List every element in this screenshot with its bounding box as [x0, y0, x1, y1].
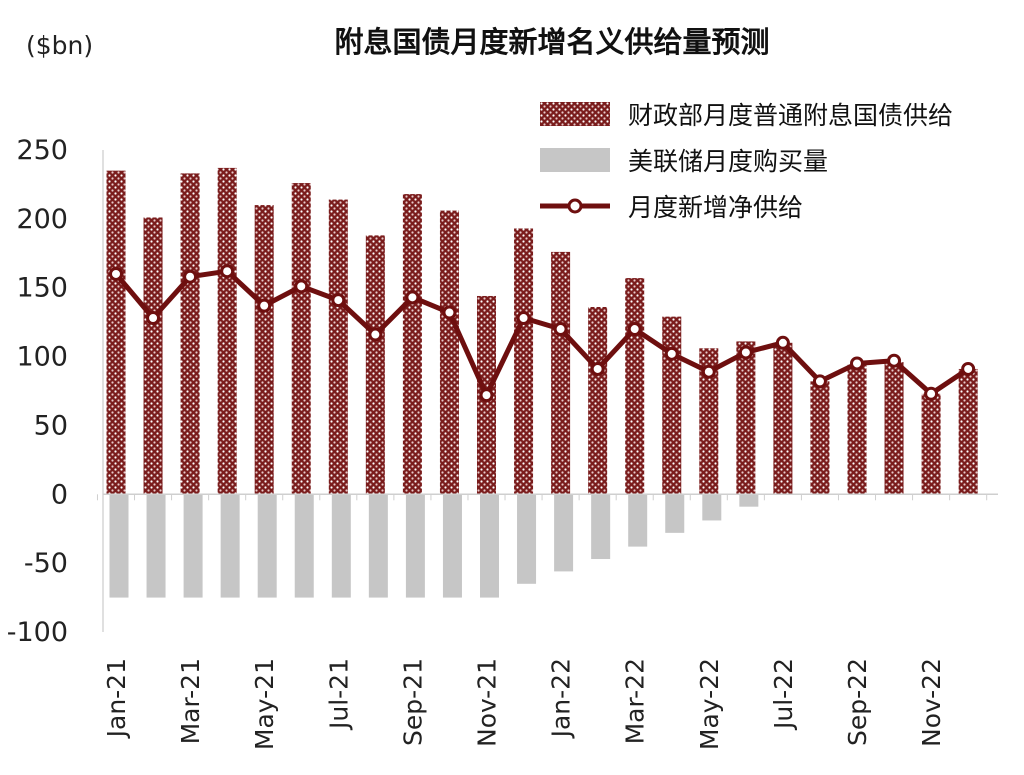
fed-purchase-bar: [480, 494, 499, 598]
net-supply-point: [738, 345, 753, 360]
fed-purchase-bar: [368, 494, 388, 598]
x-tick-label: Jul-22: [769, 658, 798, 731]
legend-swatch-fed: [540, 148, 610, 172]
net-supply-point: [146, 311, 161, 326]
net-supply-point: [331, 293, 346, 308]
x-tick-label: Mar-22: [621, 658, 650, 744]
legend-swatch-treasury: [540, 102, 610, 126]
fed-purchase-bar: [109, 494, 129, 598]
x-tick-label: Sep-21: [398, 658, 427, 746]
legend-swatch-net-marker: [567, 198, 583, 214]
fed-purchase-bar: [628, 494, 648, 547]
x-tick-label: Sep-22: [843, 658, 872, 746]
fed-purchase-bar: [183, 494, 203, 598]
y-tick-label: -100: [7, 617, 68, 648]
net-supply-point: [590, 361, 605, 376]
y-tick-label: 200: [16, 204, 68, 235]
fed-purchase-bar: [554, 494, 574, 572]
net-supply-point: [442, 305, 457, 320]
x-tick-label: Nov-21: [473, 658, 502, 747]
fed-purchase-bar: [146, 494, 166, 598]
fed-purchase-bar: [739, 494, 759, 507]
y-tick-label: 250: [16, 135, 68, 166]
treasury-supply-bar: [291, 183, 311, 495]
treasury-supply-bar: [810, 381, 830, 495]
x-tick-label: May-22: [695, 658, 724, 750]
net-supply-point: [257, 298, 272, 313]
fed-purchase-bar: [331, 494, 351, 598]
net-supply-point: [627, 322, 642, 337]
chart-title: 附息国债月度新增名义供给量预测: [334, 25, 769, 59]
x-tick-label: Mar-21: [176, 658, 205, 744]
treasury-supply-bar: [254, 205, 274, 495]
net-supply-point: [775, 335, 790, 350]
net-supply-point: [479, 388, 494, 403]
net-supply-line: [114, 268, 970, 398]
fed-purchase-bar: [442, 494, 462, 598]
net-supply-point: [405, 290, 420, 305]
treasury-supply-bar: [884, 362, 904, 495]
treasury-supply-bar: [736, 341, 756, 495]
x-tick-label: Jan-22: [547, 658, 576, 739]
net-supply-point: [368, 327, 383, 342]
fed-purchase-bar: [591, 494, 611, 560]
net-supply-point: [220, 264, 235, 279]
y-axis-unit-label: ($bn): [26, 31, 93, 60]
treasury-supply-bar: [217, 167, 237, 495]
fed-purchase-bar: [405, 494, 425, 598]
treasury-supply-bar: [439, 210, 459, 495]
y-tick-label: 150: [16, 273, 68, 304]
plot-area: 250 200 150 100 50 0 -50 -100 Jan-21 Mar-21 May-21…: [7, 135, 998, 750]
fed-purchase-bar: [220, 494, 240, 598]
net-supply-point: [664, 346, 679, 361]
y-tick-label: 50: [34, 410, 68, 441]
x-tick-label: Jul-21: [324, 658, 353, 731]
treasury-supply-bar: [847, 364, 867, 495]
treasury-supply-bar: [699, 348, 719, 495]
treasury-supply-bar: [773, 342, 793, 495]
net-supply-point: [701, 364, 716, 379]
fed-purchase-bar: [517, 494, 537, 584]
net-supply-point: [850, 356, 864, 371]
y-tick-label: 0: [51, 479, 68, 510]
treasury-supply-bar: [958, 368, 978, 495]
treasury-supply-bar: [921, 393, 941, 495]
treasury-supply-bar: [402, 194, 422, 495]
treasury-supply-bar: [143, 217, 163, 495]
fed-purchase-bar: [294, 494, 314, 598]
x-tick-label: Nov-22: [917, 658, 946, 747]
net-supply-point: [887, 353, 902, 368]
x-tick-label: Jan-21: [102, 658, 131, 739]
fed-purchase-bar: [665, 494, 685, 533]
net-supply-point: [183, 269, 198, 284]
net-supply-point: [961, 361, 976, 376]
legend-label-net: 月度新增净供给: [628, 193, 803, 222]
treasury-supply-bar: [662, 316, 682, 495]
treasury-supply-bar: [365, 235, 385, 495]
legend-label-treasury: 财政部月度普通附息国债供给: [628, 101, 953, 130]
treasury-supply-bar: [551, 251, 571, 495]
y-tick-label: -50: [24, 548, 68, 579]
treasury-supply-bar: [180, 173, 200, 495]
net-supply-point: [109, 266, 123, 281]
treasury-supply-bar: [625, 278, 645, 495]
net-supply-point: [516, 311, 531, 326]
net-supply-point: [924, 386, 939, 401]
fed-purchase-bar: [257, 494, 277, 598]
x-tick-label: May-21: [250, 658, 279, 750]
treasury-supply-bar: [328, 199, 348, 495]
net-supply-point: [553, 322, 568, 337]
net-supply-point: [294, 279, 309, 294]
treasury-supply-bar: [588, 306, 608, 495]
legend-label-fed: 美联储月度购买量: [628, 147, 828, 176]
y-tick-label: 100: [16, 342, 68, 373]
fed-purchase-bar: [702, 494, 722, 521]
treasury-supply-bar: [106, 170, 126, 495]
net-supply-point: [812, 374, 827, 389]
treasury-supply-bar: [514, 228, 534, 495]
